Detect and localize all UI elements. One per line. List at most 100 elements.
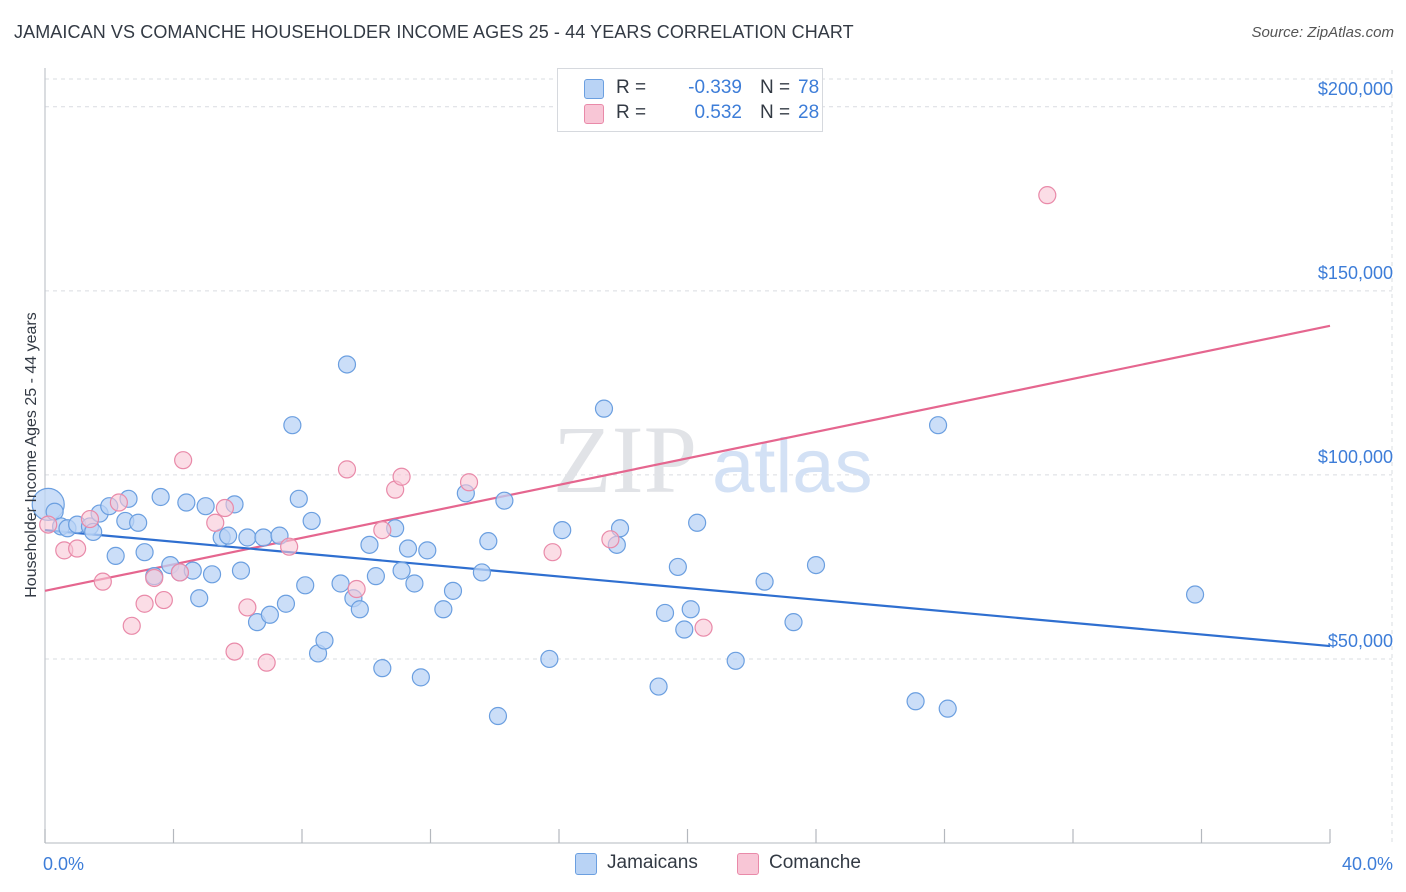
jamaicans-point: [784, 613, 803, 632]
jamaicans-point: [398, 539, 418, 558]
jamaicans-point: [472, 563, 491, 582]
legend-n-label: N =: [760, 77, 791, 98]
watermark: ZIP atlas: [553, 406, 873, 513]
jamaicans-point: [238, 528, 257, 547]
jamaicans-point: [479, 532, 498, 551]
correlation-legend: R = -0.339 N = 78 R = 0.532 N = 28: [557, 68, 823, 132]
legend-r-value: -0.339: [688, 77, 742, 98]
jamaicans-point: [106, 546, 125, 565]
jamaicans-point: [681, 600, 700, 619]
jamaicans-point: [906, 692, 925, 711]
bottom-legend-label-jamaicans: Jamaicans: [607, 852, 698, 873]
bottom-legend-label-comanche: Comanche: [769, 852, 861, 873]
jamaicans-point: [289, 489, 308, 508]
jamaicans-trend-line: [44, 529, 1331, 648]
comanche-point: [206, 513, 225, 532]
jamaicans-point: [443, 581, 463, 600]
jamaicans-point: [315, 631, 334, 650]
legend-n-value: 78: [798, 77, 820, 98]
jamaicans-point: [675, 620, 694, 639]
jamaicans-point: [276, 594, 296, 613]
jamaicans-point: [202, 565, 222, 584]
comanche-point: [154, 590, 173, 610]
y-tick-label: $100,000: [1318, 447, 1393, 467]
legend-swatch-jamaicans: [584, 79, 604, 99]
jamaicans-point: [231, 561, 251, 580]
y-axis-label: Householder Income Ages 25 - 44 years: [23, 312, 40, 598]
legend-r-label: R =: [616, 77, 647, 98]
comanche-point: [68, 539, 87, 558]
jamaicans-point: [938, 699, 957, 718]
chart-title: JAMAICAN VS COMANCHE HOUSEHOLDER INCOME …: [14, 22, 854, 42]
jamaicans-point: [434, 600, 453, 619]
source-credit: Source: ZipAtlas.com: [1251, 24, 1394, 41]
x-tick-label: 40.0%: [1342, 854, 1393, 874]
jamaicans-point: [1185, 585, 1205, 604]
jamaicans-point: [540, 649, 559, 669]
watermark-atlas: atlas: [712, 424, 873, 509]
jamaicans-point: [135, 543, 154, 562]
comanche-point: [145, 568, 164, 588]
jamaicans-point: [553, 521, 572, 540]
jamaicans-point: [392, 561, 411, 580]
jamaicans-point: [360, 535, 379, 554]
jamaicans-point: [177, 493, 196, 512]
y-tick-label: $200,000: [1318, 79, 1393, 99]
jamaicans-point: [366, 567, 385, 586]
comanche-point: [135, 594, 154, 613]
comanche-point: [280, 537, 299, 556]
jamaicans-point: [668, 557, 687, 577]
jamaicans-point: [806, 555, 826, 575]
comanche-point: [215, 498, 234, 518]
legend-swatch-comanche: [584, 104, 604, 124]
comanche-point: [80, 509, 100, 529]
comanche-point: [170, 563, 190, 582]
comanche-point: [601, 530, 620, 549]
comanche-point: [373, 521, 392, 540]
jamaicans-point: [488, 706, 508, 726]
gridlines: [45, 70, 1393, 843]
jamaicans-point: [196, 497, 215, 516]
jamaicans-point: [337, 355, 357, 374]
legend-r-value: 0.532: [694, 102, 742, 123]
jamaicans-point: [928, 416, 948, 435]
jamaicans-point: [190, 589, 209, 608]
jamaicans-point: [594, 399, 614, 418]
axes: [44, 68, 1331, 844]
comanche-point: [93, 572, 112, 591]
jamaicans-point: [411, 668, 430, 687]
jamaicans-point: [726, 651, 745, 670]
jamaicans-point: [418, 541, 437, 560]
tick-labels: $50,000 $100,000 $150,000 $200,000 0.0% 40.0%: [43, 79, 1393, 874]
comanche-point: [225, 642, 244, 661]
legend-n-label: N =: [760, 102, 791, 123]
comanche-points: [39, 186, 1057, 672]
jamaicans-point: [373, 659, 392, 678]
comanche-point: [257, 653, 276, 672]
jamaicans-point: [260, 605, 279, 624]
jamaicans-point: [688, 513, 707, 532]
comanche-point: [174, 451, 193, 470]
comanche-point: [122, 616, 141, 635]
jamaicans-point: [283, 416, 302, 435]
comanche-point: [337, 460, 357, 479]
watermark-zip: ZIP: [553, 406, 697, 513]
trend-lines: [44, 324, 1331, 648]
jamaicans-point: [755, 572, 774, 591]
legend-n-value: 28: [798, 102, 820, 123]
jamaicans-point: [655, 603, 675, 623]
comanche-point: [459, 473, 479, 492]
jamaicans-point: [219, 526, 238, 545]
jamaicans-point: [331, 574, 350, 593]
jamaicans-point: [350, 600, 369, 619]
bottom-legend-swatch-comanche: [737, 853, 759, 875]
jamaicans-point: [495, 491, 514, 510]
jamaicans-point: [649, 677, 668, 696]
comanche-trend-line: [44, 324, 1331, 592]
jamaicans-point: [151, 487, 170, 507]
y-tick-label: $50,000: [1328, 631, 1393, 651]
x-tick-label: 0.0%: [43, 854, 84, 874]
comanche-point: [238, 598, 257, 617]
comanche-point: [543, 543, 562, 562]
